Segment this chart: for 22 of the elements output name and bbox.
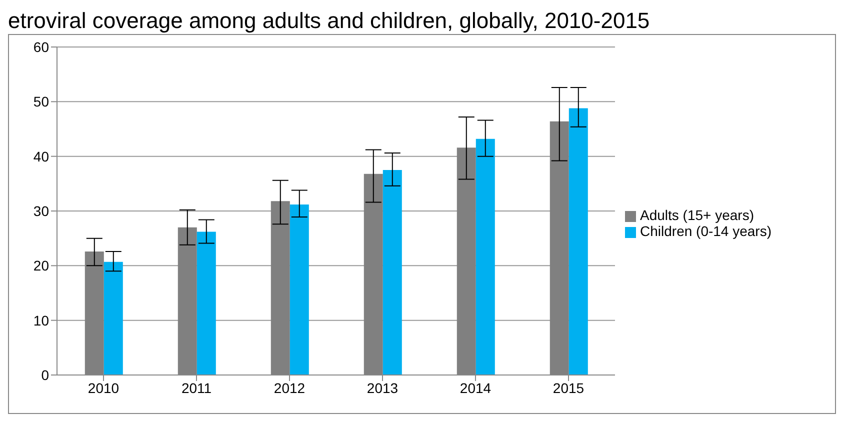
bar bbox=[476, 138, 495, 375]
bar bbox=[290, 204, 309, 375]
y-tick-label: 20 bbox=[33, 258, 50, 274]
bar bbox=[568, 108, 588, 375]
bar bbox=[196, 232, 216, 375]
legend-label: Adults (15+ years) bbox=[640, 207, 754, 223]
x-tick-label: 2013 bbox=[366, 380, 398, 396]
x-tick-label: 2011 bbox=[181, 380, 212, 396]
x-tick-label: 2010 bbox=[88, 380, 120, 396]
x-tick-label: 2014 bbox=[460, 380, 492, 396]
bar bbox=[104, 262, 123, 375]
y-tick-label: 40 bbox=[33, 148, 50, 164]
y-tick-label: 10 bbox=[33, 312, 50, 328]
chart-title: etroviral coverage among adults and children, globally, 2010-2015 bbox=[8, 8, 651, 34]
y-tick-label: 50 bbox=[33, 94, 50, 110]
x-tick-label: 2012 bbox=[274, 380, 306, 396]
x-tick-label: 2015 bbox=[552, 380, 584, 396]
legend-label: Children (0-14 years) bbox=[640, 223, 772, 239]
y-tick-label: 30 bbox=[33, 202, 50, 219]
y-tick-label: 0 bbox=[41, 366, 50, 383]
bar bbox=[382, 170, 402, 375]
y-tick-label: 60 bbox=[33, 38, 50, 55]
